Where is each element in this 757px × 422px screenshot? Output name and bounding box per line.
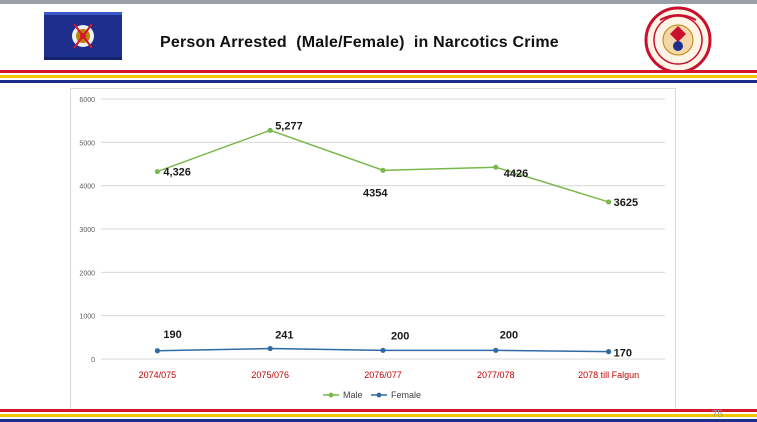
data-label-female: 200 bbox=[391, 330, 409, 342]
line-chart: 0 1000 2000 3000 4000 5000 6000 2074/075 2075/07… bbox=[79, 97, 665, 400]
data-point-female bbox=[380, 347, 386, 353]
y-tick-label: 1000 bbox=[79, 314, 95, 321]
data-point-male bbox=[606, 199, 612, 205]
y-tick-label: 6000 bbox=[79, 97, 95, 104]
y-tick-label: 0 bbox=[91, 357, 95, 364]
legend-marker-male bbox=[328, 392, 334, 398]
data-label-male: 4426 bbox=[504, 168, 528, 180]
data-point-male bbox=[154, 168, 160, 175]
data-point-female bbox=[267, 345, 273, 352]
y-tick-label: 2000 bbox=[79, 270, 95, 277]
legend-label-male: Male bbox=[343, 390, 363, 400]
x-category-label: 2078 till Falgun bbox=[578, 370, 639, 380]
data-point-female bbox=[606, 349, 612, 355]
nepal-police-flag-icon bbox=[44, 12, 122, 65]
data-label-male: 5,277 bbox=[275, 120, 303, 132]
page-number: 75 bbox=[711, 409, 723, 420]
data-label-female: 241 bbox=[275, 330, 293, 342]
x-category-label: 2075/076 bbox=[251, 370, 289, 380]
data-point-female bbox=[154, 348, 160, 354]
bottom-tricolor-stripes bbox=[0, 409, 757, 422]
x-category-label: 2074/075 bbox=[139, 370, 177, 380]
data-label-female: 200 bbox=[500, 329, 518, 341]
data-label-female: 170 bbox=[614, 348, 632, 360]
slide-title: Person Arrested (Male/Female) in Narcoti… bbox=[160, 34, 559, 51]
x-category-label: 2077/078 bbox=[477, 370, 515, 380]
data-point-male bbox=[380, 167, 386, 173]
government-emblem-icon bbox=[640, 6, 716, 79]
data-point-male bbox=[493, 164, 499, 170]
x-category-label: 2076/077 bbox=[364, 370, 402, 380]
top-tricolor-stripes bbox=[0, 70, 757, 83]
data-label-male: 4,326 bbox=[163, 167, 191, 179]
top-border-bar bbox=[0, 0, 757, 4]
y-tick-label: 4000 bbox=[79, 184, 95, 191]
data-label-female: 190 bbox=[163, 329, 181, 341]
legend-label-female: Female bbox=[391, 390, 421, 400]
data-point-female bbox=[493, 347, 499, 353]
y-tick-label: 3000 bbox=[79, 227, 95, 234]
data-label-male: 4354 bbox=[363, 187, 388, 199]
data-point-male bbox=[267, 127, 273, 133]
chart-area: 0 1000 2000 3000 4000 5000 6000 2074/075 2075/07… bbox=[70, 88, 676, 411]
legend-marker-female bbox=[376, 392, 382, 398]
data-label-male: 3625 bbox=[614, 197, 638, 209]
y-tick-label: 5000 bbox=[79, 140, 95, 147]
